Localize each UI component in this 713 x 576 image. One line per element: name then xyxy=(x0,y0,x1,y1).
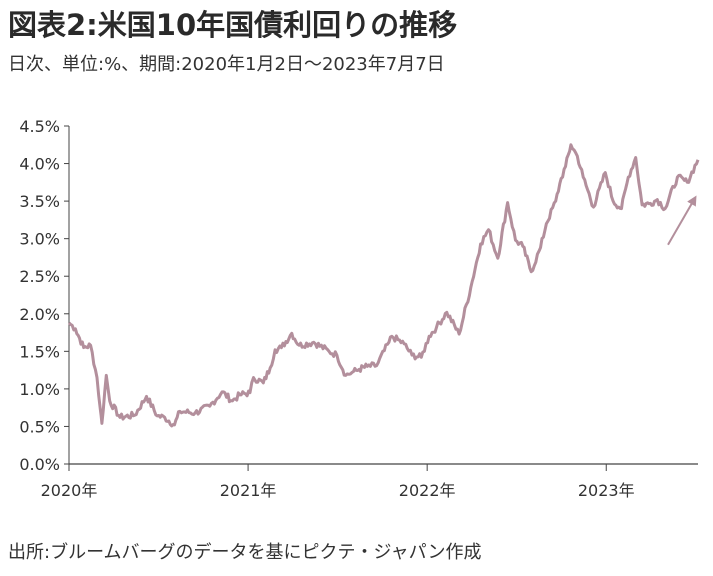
y-tick-label: 1.5% xyxy=(19,342,60,361)
y-axis-ticks: 0.0% 0.5% 1.0% 1.5% 2.0% 2.5% 3.0% 3.5% 4.0% 4.5% xyxy=(19,117,69,474)
chart-title: 図表2:米国10年国債利回りの推移 xyxy=(8,8,458,42)
annotation-arrow xyxy=(667,195,697,246)
y-tick-label: 0.5% xyxy=(19,417,60,436)
x-tick-label: 2022年 xyxy=(399,481,456,500)
x-axis-ticks: 2020年 2021年 2022年 2023年 xyxy=(41,464,635,500)
source-note: 出所:ブルームバーグのデータを基にピクテ・ジャパン作成 xyxy=(8,542,482,563)
y-tick-label: 3.5% xyxy=(19,192,60,211)
y-tick-label: 0.0% xyxy=(19,455,60,474)
x-tick-label: 2021年 xyxy=(220,481,277,500)
y-tick-label: 4.0% xyxy=(19,155,60,174)
y-tick-label: 2.0% xyxy=(19,305,60,324)
x-tick-label: 2020年 xyxy=(41,481,98,500)
yield-line xyxy=(67,143,700,428)
chart-subtitle: 日次、単位:%、期間:2020年1月2日～2023年7月7日 xyxy=(8,54,445,75)
y-tick-label: 3.0% xyxy=(19,230,60,249)
y-tick-label: 4.5% xyxy=(19,117,60,136)
y-tick-label: 2.5% xyxy=(19,267,60,286)
y-tick-label: 1.0% xyxy=(19,380,60,399)
x-tick-label: 2023年 xyxy=(578,481,635,500)
